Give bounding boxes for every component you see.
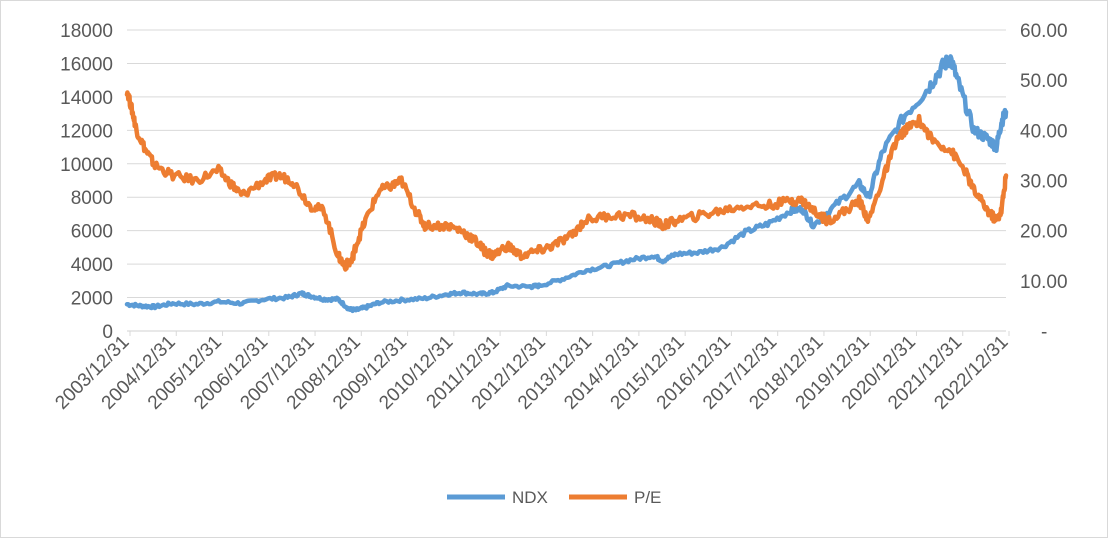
right-tick-label: 40.00 — [1020, 121, 1068, 142]
left-tick-label: 6000 — [71, 222, 113, 243]
series-line-pe — [124, 90, 1009, 272]
right-tick-label: 20.00 — [1020, 222, 1068, 243]
left-tick-label: 16000 — [60, 54, 113, 75]
legend-label: NDX — [512, 488, 548, 507]
right-tick-label: 30.00 — [1020, 172, 1068, 193]
left-tick-label: 12000 — [60, 121, 113, 142]
right-tick-label: - — [1041, 322, 1047, 343]
left-axis-ticks: 0 2000 4000 6000 8000 10000 12000 14000 16000 180… — [60, 21, 113, 343]
x-axis-ticks: 2003/12/312004/12/312005/12/312006/12/31… — [51, 331, 1013, 414]
series-lines — [124, 54, 1009, 314]
left-tick-label: 2000 — [71, 289, 113, 310]
gridlines — [127, 29, 1006, 299]
right-tick-label: 60.00 — [1020, 21, 1068, 42]
right-tick-label: 10.00 — [1020, 272, 1068, 293]
right-axis-ticks: - 10.00 20.00 30.00 40.00 50.00 60.00 — [1020, 21, 1068, 343]
left-tick-label: 0 — [102, 322, 113, 343]
left-tick-label: 18000 — [60, 21, 113, 42]
left-tick-label: 4000 — [71, 255, 113, 276]
right-tick-label: 50.00 — [1020, 71, 1068, 92]
left-tick-label: 10000 — [60, 155, 113, 176]
left-tick-label: 8000 — [71, 188, 113, 209]
legend: NDX P/E — [447, 488, 661, 507]
series-line-ndx — [124, 54, 1009, 314]
left-tick-label: 14000 — [60, 88, 113, 109]
legend-label: P/E — [634, 488, 661, 507]
